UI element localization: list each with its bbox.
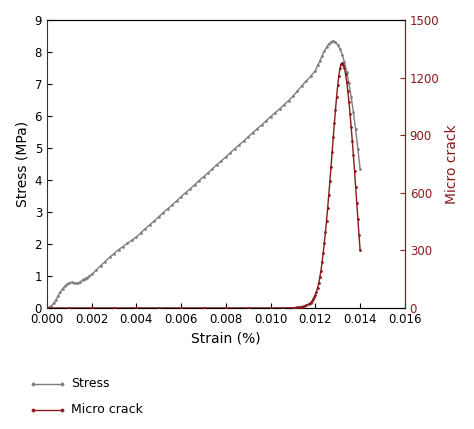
- Micro crack: [348, 124, 354, 129]
- Y-axis label: Stress (MPa): Stress (MPa): [15, 121, 29, 207]
- Micro crack: [323, 230, 328, 235]
- Micro crack: [316, 281, 321, 286]
- Micro crack: [339, 60, 345, 66]
- Micro crack: [297, 305, 302, 310]
- Stress: [326, 42, 332, 47]
- Text: Micro crack: Micro crack: [71, 403, 143, 416]
- Line: Micro crack: Micro crack: [46, 62, 361, 309]
- Micro crack: [44, 305, 50, 311]
- Stress: [330, 38, 336, 43]
- Text: Stress: Stress: [71, 378, 109, 390]
- Stress: [102, 259, 108, 264]
- Stress: [353, 127, 358, 132]
- Line: Stress: Stress: [46, 40, 361, 309]
- Y-axis label: Micro crack: Micro crack: [445, 124, 459, 204]
- X-axis label: Strain (%): Strain (%): [191, 331, 261, 345]
- Micro crack: [357, 248, 363, 253]
- Stress: [357, 166, 363, 171]
- Micro crack: [306, 302, 311, 307]
- Stress: [69, 280, 74, 285]
- Stress: [93, 268, 99, 273]
- Stress: [44, 305, 50, 311]
- Micro crack: [355, 216, 361, 221]
- Stress: [355, 146, 361, 151]
